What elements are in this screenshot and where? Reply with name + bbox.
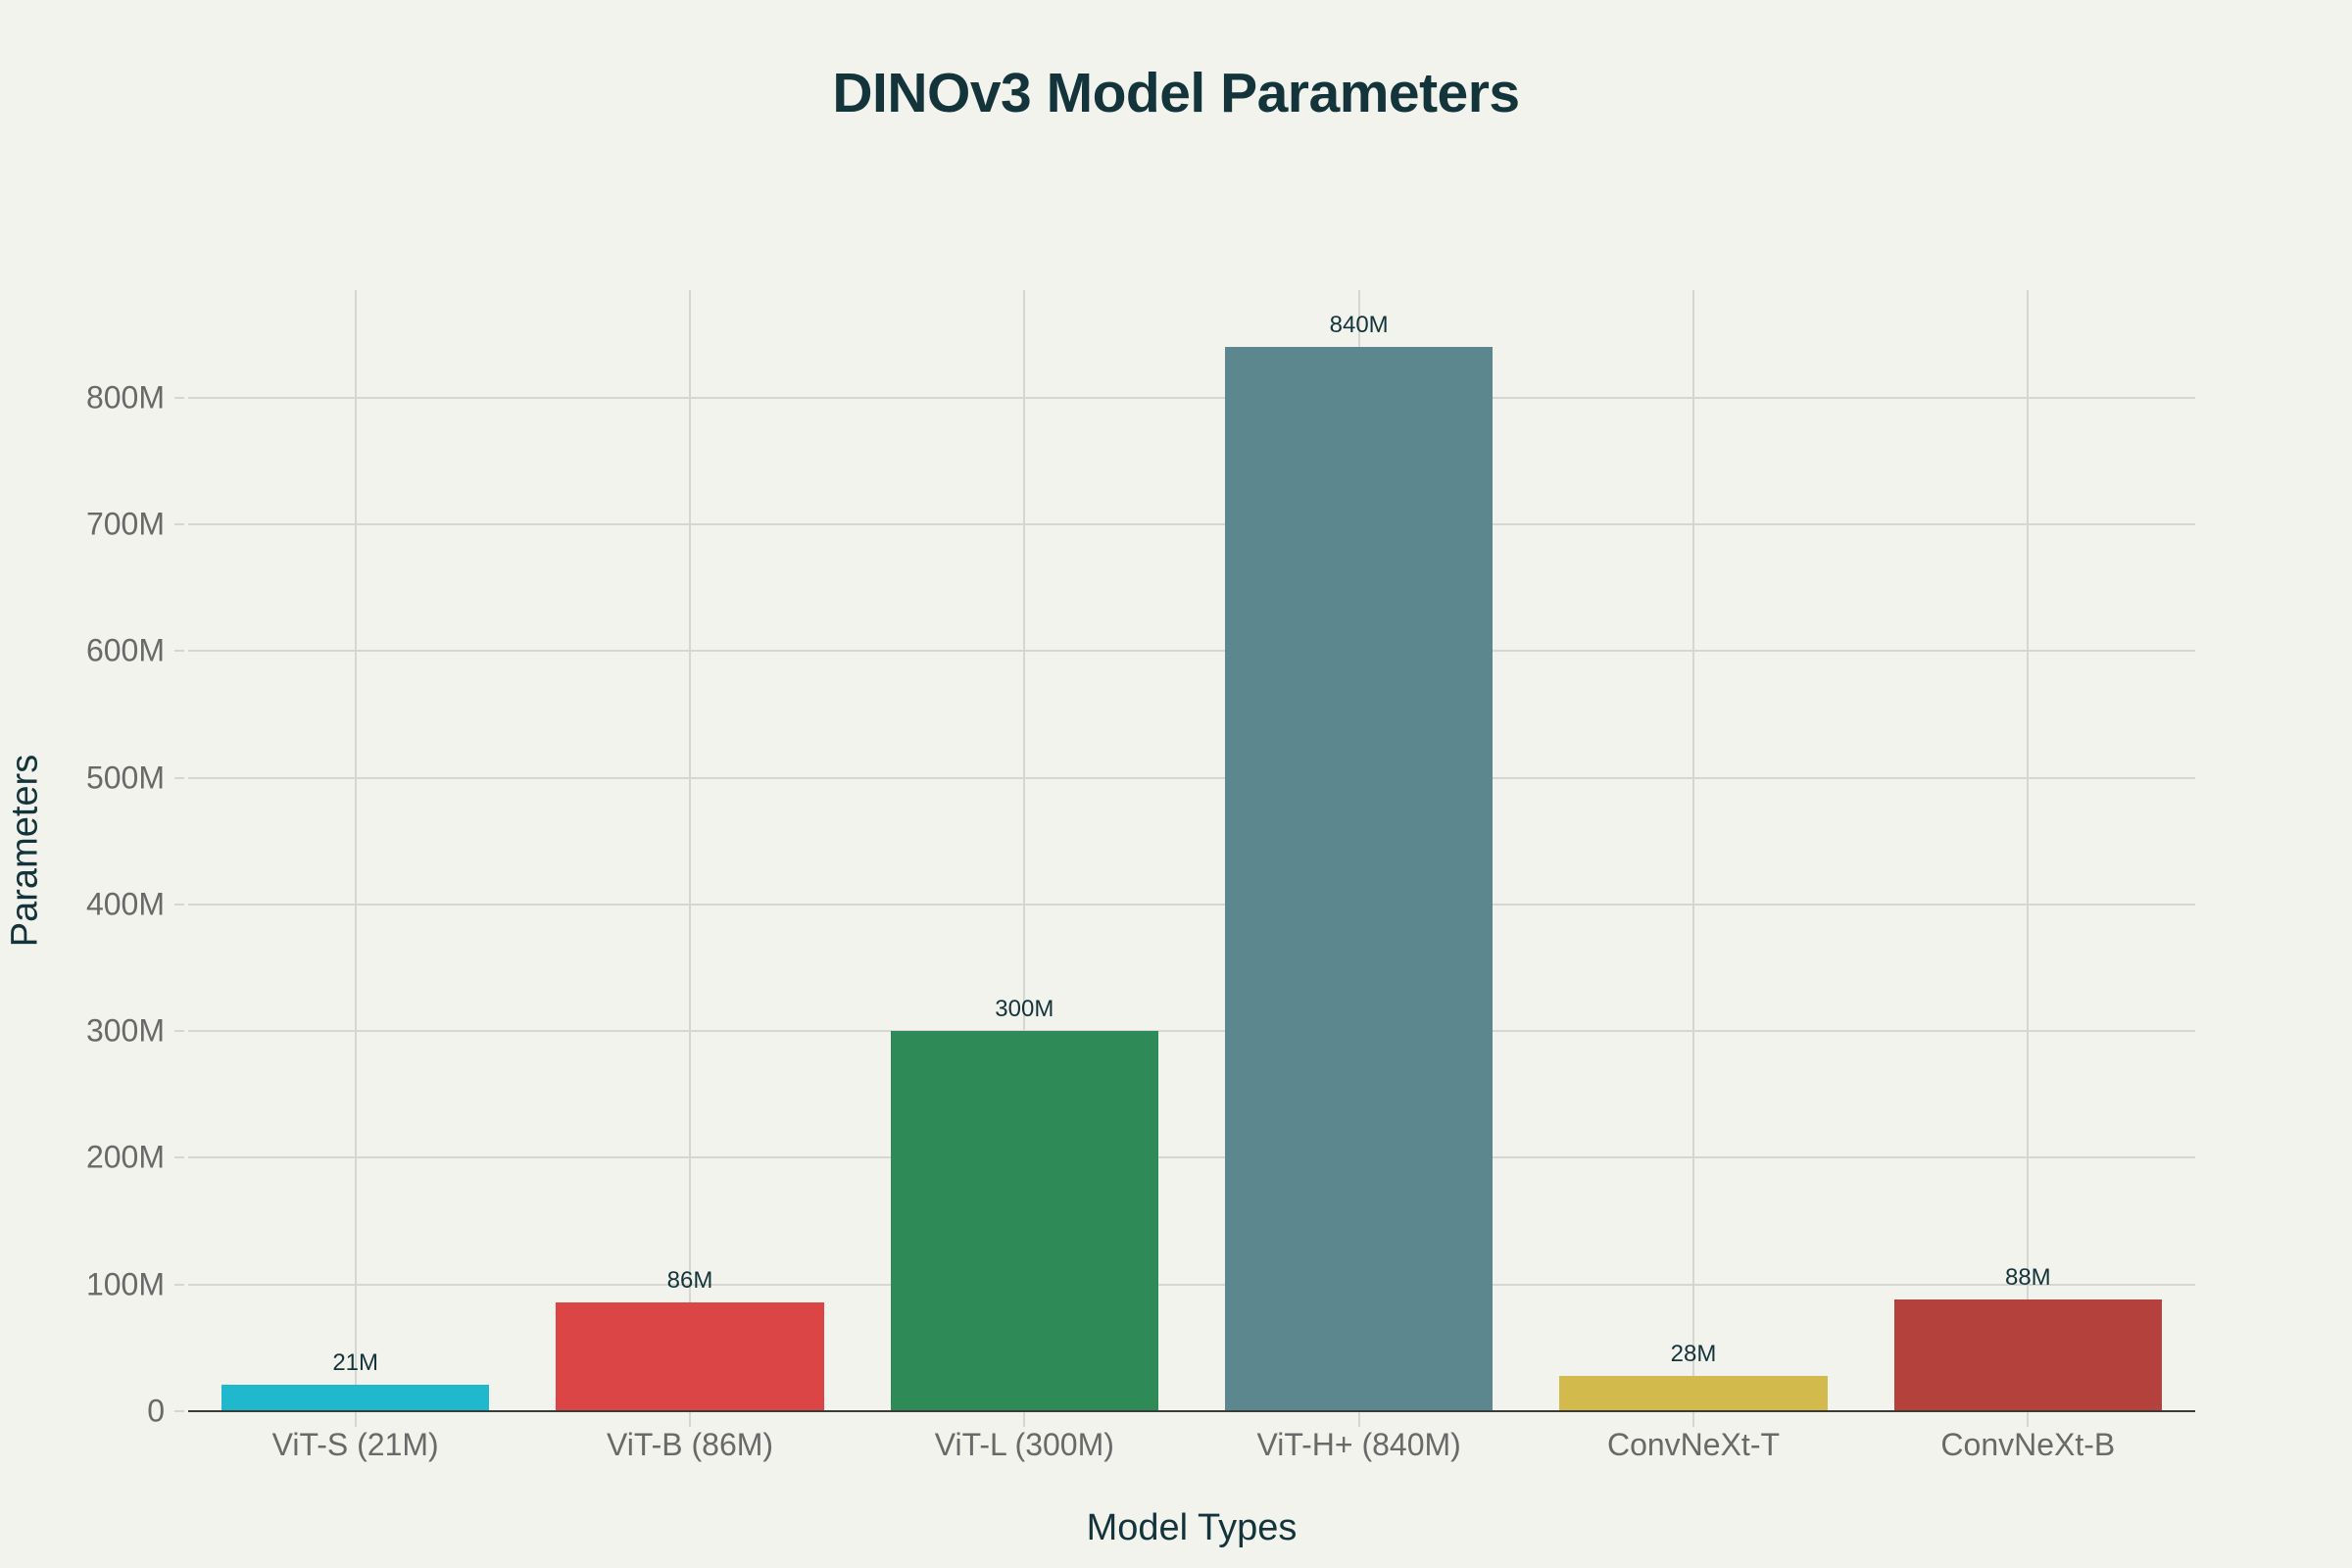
bar-value-label: 840M xyxy=(1329,312,1389,339)
chart-title: DINOv3 Model Parameters xyxy=(832,62,1520,124)
y-tick-label: 400M xyxy=(85,886,165,922)
y-tick-label: 300M xyxy=(85,1012,165,1049)
y-tick-mark xyxy=(174,650,184,653)
gridline-horizontal xyxy=(188,396,2195,399)
gridline-vertical xyxy=(1692,290,1694,1427)
bar-value-label: 86M xyxy=(666,1266,713,1294)
y-tick-label: 500M xyxy=(85,760,165,796)
gridline-horizontal xyxy=(188,1030,2195,1033)
y-tick-label: 800M xyxy=(85,379,165,416)
gridline-vertical xyxy=(2027,290,2030,1427)
gridline-vertical xyxy=(354,290,357,1427)
y-tick-mark xyxy=(174,903,184,906)
gridline-horizontal xyxy=(188,650,2195,653)
y-tick-mark xyxy=(174,1156,184,1159)
bar[interactable] xyxy=(221,1384,490,1411)
plot-area: 0 100M 200M 300M 400M 500M 600M 700M 800M 21M ViT… xyxy=(86,290,2195,1462)
gridline-horizontal xyxy=(188,903,2195,906)
y-tick-label: 200M xyxy=(85,1139,165,1175)
y-tick-mark xyxy=(174,523,184,526)
y-tick-mark xyxy=(174,1410,184,1412)
bar[interactable] xyxy=(1559,1375,1828,1411)
gridline-horizontal xyxy=(188,1283,2195,1286)
y-tick-mark xyxy=(174,1030,184,1033)
x-axis-line xyxy=(188,1410,2195,1412)
x-tick-label: ConvNeXt-T xyxy=(1606,1427,1781,1462)
bar-value-label: 28M xyxy=(1670,1340,1717,1367)
x-tick-label: ViT-H+ (840M) xyxy=(1256,1427,1461,1462)
y-tick-label: 100M xyxy=(85,1266,165,1302)
gridline-vertical xyxy=(1023,290,1026,1427)
y-tick-label: 0 xyxy=(147,1393,165,1429)
x-tick-label: ViT-S (21M) xyxy=(271,1427,439,1462)
gridline-horizontal xyxy=(188,1156,2195,1159)
x-axis-title: Model Types xyxy=(1086,1507,1298,1548)
bar[interactable] xyxy=(1893,1299,2162,1411)
y-tick-mark xyxy=(174,776,184,779)
gridline-horizontal xyxy=(188,776,2195,779)
gridline-horizontal xyxy=(188,523,2195,526)
bar-value-label: 300M xyxy=(995,996,1054,1023)
y-tick-mark xyxy=(174,396,184,399)
y-tick-mark xyxy=(174,1283,184,1286)
bar[interactable] xyxy=(556,1301,824,1411)
y-axis-title: Parameters xyxy=(4,754,46,948)
y-tick-label: 600M xyxy=(85,632,165,668)
bar-value-label: 88M xyxy=(2004,1264,2051,1292)
x-tick-label: ConvNeXt-B xyxy=(1940,1427,2116,1462)
x-tick-label: ViT-L (300M) xyxy=(934,1427,1114,1462)
bar[interactable] xyxy=(1225,347,1494,1411)
bar-value-label: 21M xyxy=(332,1348,378,1376)
x-tick-label: ViT-B (86M) xyxy=(606,1427,774,1462)
gridline-vertical xyxy=(689,290,691,1427)
y-tick-label: 700M xyxy=(85,506,165,542)
bar[interactable] xyxy=(890,1031,1158,1411)
